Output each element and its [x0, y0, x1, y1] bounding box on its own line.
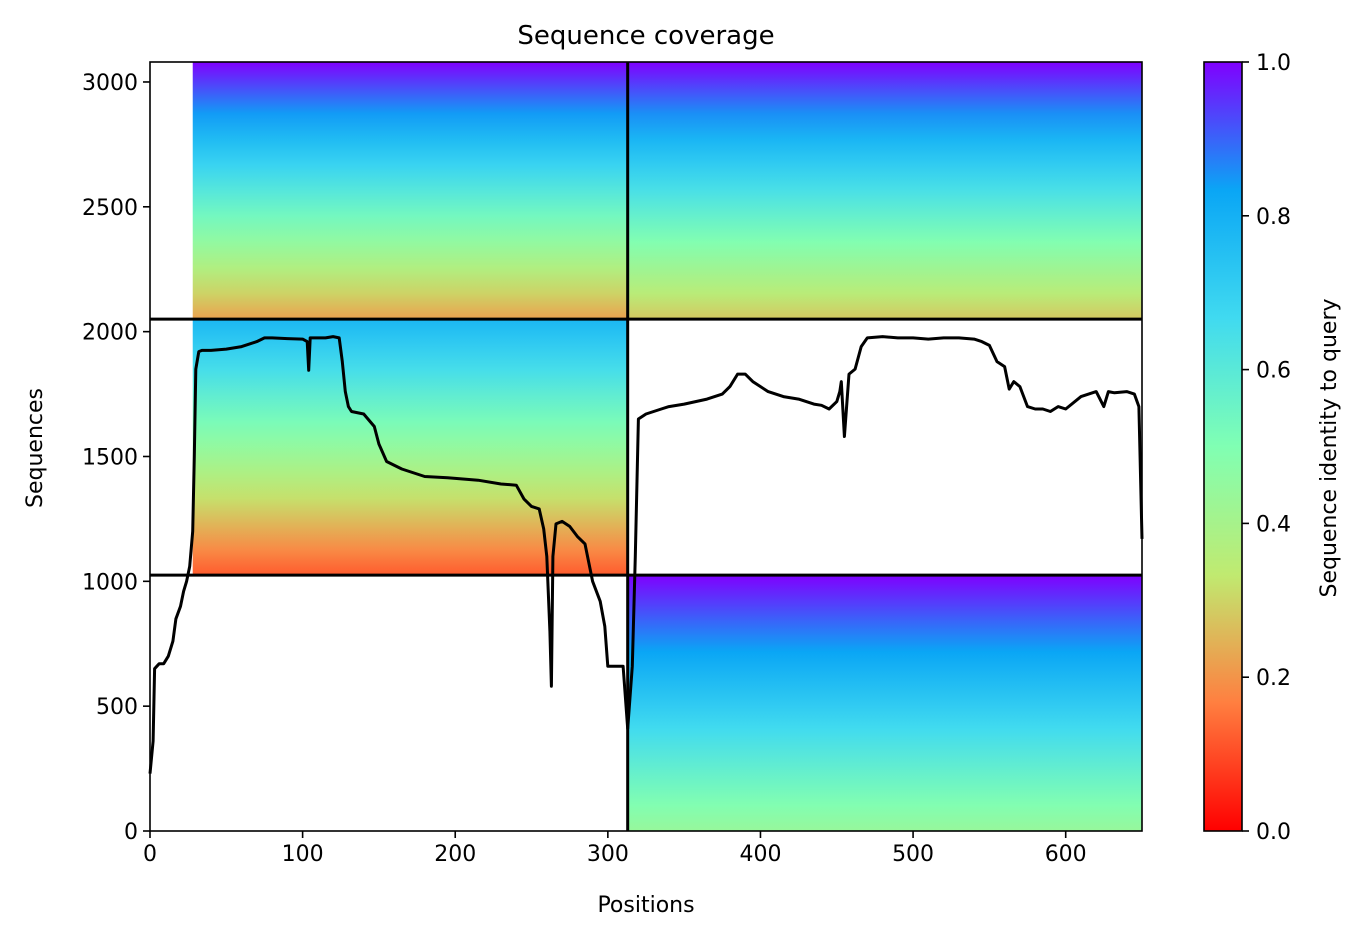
heatmap-block-chain-B-paired [627, 575, 1142, 831]
x-tick-label: 300 [587, 842, 629, 867]
x-tick-label: 400 [739, 842, 781, 867]
chart-title: Sequence coverage [517, 21, 774, 51]
coverage-line [148, 335, 1144, 774]
y-tick-label: 500 [96, 695, 138, 720]
x-axis-label: Positions [597, 893, 694, 918]
heatmap-block-chain-B-only [627, 62, 1142, 320]
y-tick-label: 1500 [82, 445, 138, 470]
x-tick-label: 600 [1045, 842, 1087, 867]
y-tick-label: 3000 [82, 71, 138, 96]
heatmap-block-chain-A-paired [192, 319, 628, 576]
colorbar-tick-label: 0.4 [1256, 512, 1291, 537]
axes: 0 100 200 300 400 500 600 0 500 1000 1500 2000 2500 3… [82, 61, 1143, 867]
y-tick-label: 1000 [82, 570, 138, 595]
coverage-heatmap [192, 62, 1142, 831]
x-tick-label: 100 [282, 842, 324, 867]
colorbar-tick-label: 0.6 [1256, 359, 1291, 384]
coverage-line-layer [148, 62, 1144, 831]
y-tick-label: 0 [124, 820, 138, 845]
x-tick-label: 200 [434, 842, 476, 867]
plot-frame [149, 61, 1143, 832]
y-axis-label: Sequences [23, 388, 48, 508]
colorbar-tick-label: 0.2 [1256, 666, 1291, 691]
colorbar-label: Sequence identity to query [1317, 298, 1342, 597]
colorbar: 0.0 0.2 0.4 0.6 0.8 1.0 [1203, 51, 1291, 845]
x-tick-label: 500 [892, 842, 934, 867]
colorbar-tick-label: 1.0 [1256, 51, 1291, 76]
colorbar-tick-label: 0.0 [1256, 820, 1291, 845]
y-tick-label: 2500 [82, 196, 138, 221]
colorbar-gradient [1203, 61, 1243, 832]
x-tick-label: 0 [143, 842, 157, 867]
heatmap-block-chain-A-only [192, 62, 628, 320]
y-tick-label: 2000 [82, 321, 138, 346]
colorbar-tick-label: 0.8 [1256, 205, 1291, 230]
